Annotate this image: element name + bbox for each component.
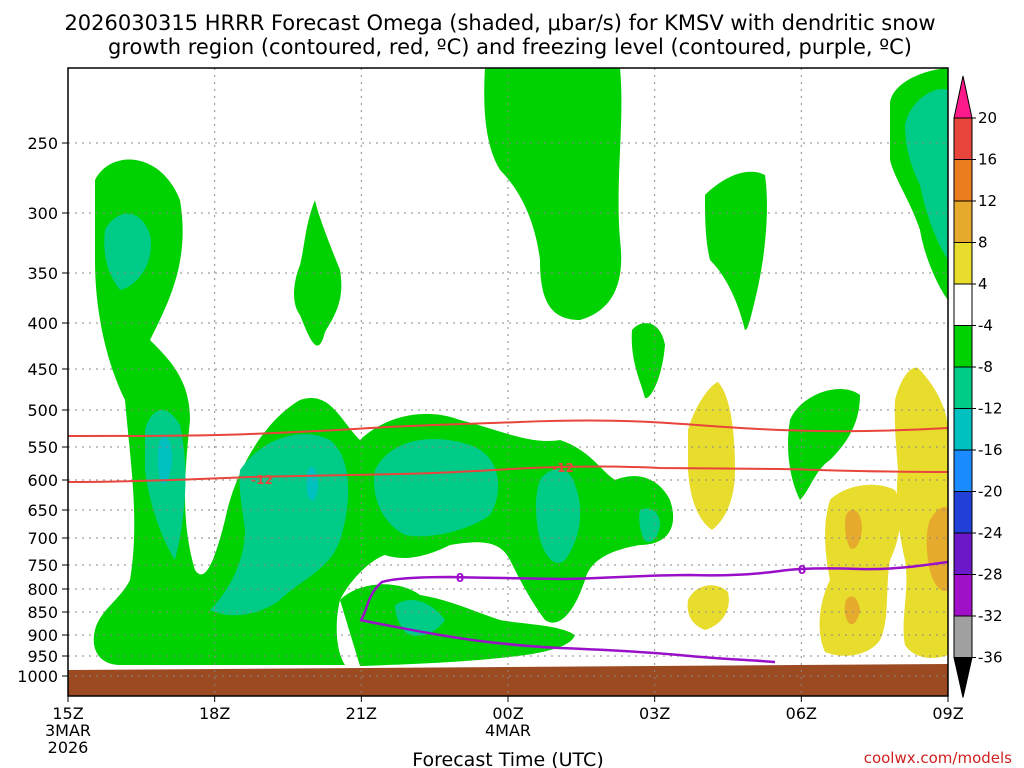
colorbar-bottom-arrow	[953, 657, 973, 698]
x-tick-date: 3MAR	[45, 721, 91, 740]
y-tick-label: 850	[27, 603, 58, 622]
colorbar-segment	[953, 366, 973, 409]
omega-region-yellow-4	[894, 367, 948, 658]
shaded-omega-field	[93, 68, 948, 666]
omega-region-upper-mid	[294, 200, 342, 346]
credit-link[interactable]: coolwx.com/models	[864, 749, 1012, 767]
y-tick-label: 1000	[17, 667, 58, 686]
x-tick-label: 21Z	[346, 704, 377, 723]
omega-region-yellow-1	[688, 382, 735, 530]
colorbar-top-arrow	[953, 75, 973, 119]
x-tick-label: 03Z	[639, 704, 670, 723]
y-tick-label: 800	[27, 580, 58, 599]
x-tick-label: 06Z	[786, 704, 817, 723]
y-tick-label: 400	[27, 314, 58, 333]
colorbar-label: -12	[978, 400, 1003, 418]
colorbar-segment	[953, 408, 973, 451]
y-tick-label: 600	[27, 471, 58, 490]
y-tick-label: 650	[27, 501, 58, 520]
dgz-upper-contour	[68, 419, 948, 437]
x-tick-label: 09Z	[932, 704, 963, 723]
colorbar-label: -24	[978, 524, 1003, 542]
colorbar-segment	[953, 615, 973, 658]
y-tick-label: 900	[27, 626, 58, 645]
freezing-level-contour	[359, 560, 948, 664]
chart-title-line-2: growth region (contoured, red, ºC) and f…	[108, 35, 912, 59]
y-tick-label: 500	[27, 401, 58, 420]
freezing-label-right: 0	[798, 563, 806, 577]
colorbar-segment	[953, 449, 973, 492]
colorbar-segment	[953, 491, 973, 534]
colorbar-label: 12	[978, 192, 997, 210]
dgz-label-right: -12	[552, 461, 574, 475]
ground-surface	[68, 664, 948, 696]
colorbar-label: -20	[978, 483, 1003, 501]
omega-region-teal-4	[374, 438, 499, 537]
colorbar-segment	[953, 574, 973, 617]
x-axis-label: Forecast Time (UTC)	[412, 749, 603, 768]
omega-region-right-mid	[788, 389, 860, 500]
dgz-label-left: -12	[251, 473, 273, 487]
omega-region-small-mid	[631, 323, 665, 399]
omega-region-teal-1	[104, 213, 151, 290]
y-tick-label: 350	[27, 264, 58, 283]
omega-region-gold-3	[926, 507, 948, 591]
colorbar-segment	[953, 159, 973, 202]
omega-region-yellow-2	[687, 585, 729, 630]
y-tick-label: 450	[27, 360, 58, 379]
colorbar-label: 4	[978, 275, 988, 293]
colorbar-label: 20	[978, 109, 997, 127]
x-tick-label: 00Z	[492, 704, 523, 723]
colorbar-segment	[953, 242, 973, 285]
dgz-lower-contour	[68, 465, 948, 483]
y-tick-label: 750	[27, 556, 58, 575]
x-tick-year: 2026	[48, 738, 89, 757]
colorbar-segment	[953, 117, 973, 160]
x-tick-date: 4MAR	[485, 721, 531, 740]
colorbar-segment	[953, 532, 973, 575]
colorbar-label: 16	[978, 151, 997, 169]
y-tick-label: 550	[27, 438, 58, 457]
colorbar-segment	[953, 283, 973, 326]
y-tick-label: 950	[27, 647, 58, 666]
freezing-level-contours	[359, 560, 948, 664]
colorbar-label: -4	[978, 317, 993, 335]
colorbar-segment	[953, 200, 973, 243]
omega-region-teal-8	[905, 89, 948, 260]
y-tick-label: 250	[27, 134, 58, 153]
omega-region-yellow-3	[819, 484, 901, 656]
colorbar-label: -28	[978, 566, 1003, 584]
chart-title-line-1: 2026030315 HRRR Forecast Omega (shaded, …	[64, 11, 935, 35]
y-axis: 250 300 350 400 450 500 550 600 650 700 750 800 850 9…	[17, 134, 68, 686]
omega-region-upper-right	[705, 171, 767, 330]
omega-region-teal-6	[395, 600, 445, 636]
omega-region-cyan-1	[157, 436, 172, 484]
colorbar-label: -32	[978, 607, 1003, 625]
colorbar-label: -36	[978, 649, 1003, 667]
omega-region-gold-2	[844, 596, 860, 625]
x-tick-label: 15Z	[52, 704, 83, 723]
dgz-contours	[68, 419, 948, 483]
colorbar-label: -8	[978, 358, 993, 376]
colorbar-segment	[953, 325, 973, 368]
omega-region-teal-2	[145, 410, 186, 560]
freezing-label-left: 0	[456, 571, 464, 585]
omega-region-upper-center	[484, 68, 622, 320]
omega-region-teal-5	[535, 469, 581, 564]
y-tick-label: 700	[27, 529, 58, 548]
colorbar: 20 16 12 8 4 -4 -8 -12 -16 -20 -24 -28 -32 -36	[953, 75, 1003, 698]
colorbar-label: 8	[978, 234, 988, 252]
omega-region-gold-1	[845, 509, 862, 549]
colorbar-label: -16	[978, 441, 1003, 459]
omega-region-left-column	[93, 159, 674, 665]
y-tick-label: 300	[27, 204, 58, 223]
x-tick-label: 18Z	[199, 704, 230, 723]
